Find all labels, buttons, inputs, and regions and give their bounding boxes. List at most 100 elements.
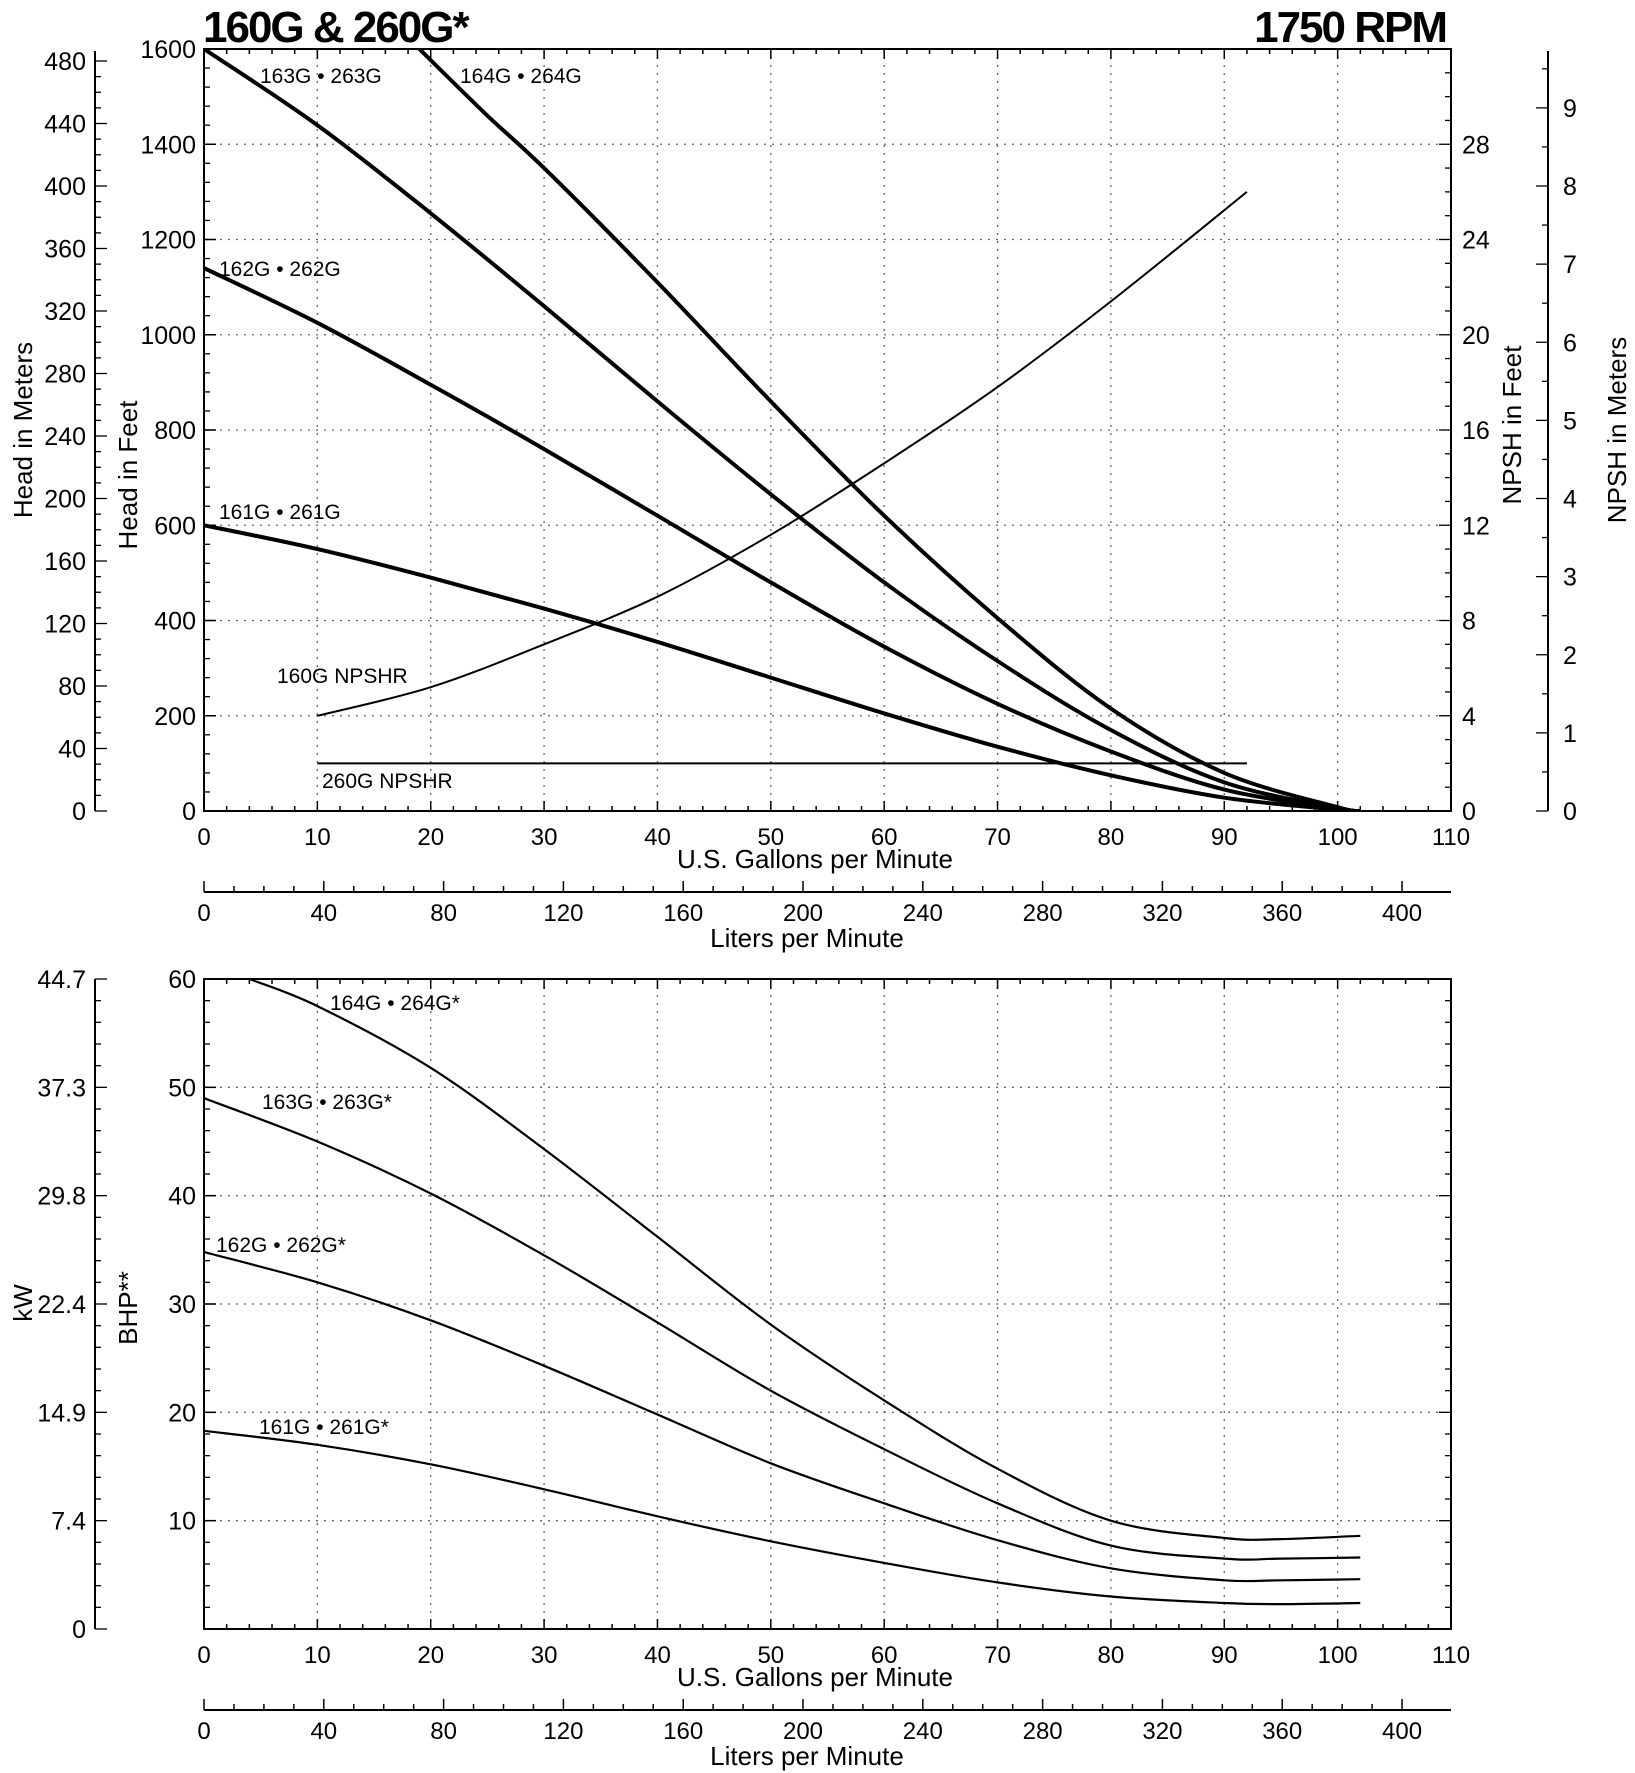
npsh-meters-tick-label: 3 <box>1563 564 1577 592</box>
head-x-tick-label: 110 <box>1432 824 1470 851</box>
power-chart: 10 20 30 40 50 60 0 7.4 14.9 22.4 29.8 37.3 44.7 kW BH… <box>8 966 1470 1771</box>
npsh-feet-axis-title: NPSH in Feet <box>1497 345 1527 505</box>
power-lpm-tick-label: 280 <box>1023 1718 1063 1745</box>
head-chart: 0200400600800100012001400160004812162024… <box>8 36 1632 953</box>
kw-tick-label: 14.9 <box>37 1399 86 1427</box>
head-meters-tick-label: 120 <box>44 611 86 639</box>
kw-tick-label: 44.7 <box>37 966 86 994</box>
head-lpm-axis-title: Liters per Minute <box>710 923 904 953</box>
head-meters-tick-label: 200 <box>44 486 86 514</box>
chart-title-right: 1750 RPM <box>1254 3 1446 52</box>
power-x-tick-label: 60 <box>871 1642 898 1669</box>
head-y-tick-label: 1400 <box>140 131 196 159</box>
head-meters-tick-label: 0 <box>72 798 86 826</box>
head-x-tick-label: 90 <box>1211 824 1238 851</box>
head-x-tick-label: 80 <box>1098 824 1125 851</box>
npsh-meters-tick-label: 5 <box>1563 407 1577 435</box>
head-lpm-tick-label: 360 <box>1262 900 1302 927</box>
power-x-tick-label: 30 <box>531 1642 558 1669</box>
kw-tick-label: 29.8 <box>37 1183 86 1211</box>
head-meters-tick-label: 320 <box>44 298 86 326</box>
power-lpm-tick-label: 200 <box>783 1718 823 1745</box>
head-curve-label: 161G • 261G <box>219 501 341 524</box>
power-curve-label: 161G • 261G* <box>259 1416 389 1439</box>
npsh-meters-tick-label: 1 <box>1563 720 1577 748</box>
power-lpm-tick-label: 0 <box>197 1718 210 1745</box>
head-x-tick-label: 30 <box>531 824 558 851</box>
npsh-feet-tick-label: 24 <box>1462 227 1490 255</box>
head-x-tick-label: 20 <box>417 824 444 851</box>
npsh-meters-tick-label: 9 <box>1563 95 1577 123</box>
head-curve-163g-263g <box>204 49 1361 811</box>
power-y-tick-label: 30 <box>168 1291 196 1319</box>
power-curve-label: 162G • 262G* <box>216 1234 346 1257</box>
power-lpm-tick-label: 240 <box>903 1718 943 1745</box>
power-lpm-tick-label: 360 <box>1262 1718 1302 1745</box>
power-y-tick-label: 50 <box>168 1074 196 1102</box>
head-feet-axis-title: Head in Feet <box>113 400 143 550</box>
head-meters-tick-label: 40 <box>58 736 86 764</box>
power-lpm-tick-label: 80 <box>430 1718 457 1745</box>
head-y-tick-label: 1200 <box>140 227 196 255</box>
head-curve-164g-264g <box>417 49 1361 811</box>
head-x-tick-label: 100 <box>1318 824 1358 851</box>
npsh-feet-tick-label: 8 <box>1462 608 1476 636</box>
head-y-tick-label: 0 <box>182 798 196 826</box>
power-x-tick-label: 40 <box>644 1642 671 1669</box>
power-lpm-tick-label: 400 <box>1382 1718 1422 1745</box>
npsh-feet-tick-label: 16 <box>1462 417 1490 445</box>
head-curve-label: 162G • 262G <box>219 258 341 281</box>
npsh-meters-tick-label: 8 <box>1563 173 1577 201</box>
power-lpm-tick-label: 320 <box>1142 1718 1182 1745</box>
power-x-tick-label: 50 <box>757 1642 784 1669</box>
power-y-tick-label: 20 <box>168 1399 196 1427</box>
head-lpm-tick-label: 0 <box>197 900 210 927</box>
npsh-meters-tick-label: 6 <box>1563 329 1577 357</box>
kw-tick-label: 7.4 <box>51 1508 86 1536</box>
power-curve-161g-261g <box>204 1429 1361 1606</box>
head-meters-tick-label: 400 <box>44 173 86 201</box>
head-lpm-tick-label: 120 <box>543 900 583 927</box>
head-curve-label: 164G • 264G <box>460 65 582 88</box>
kw-axis-title: kW <box>8 1284 38 1322</box>
power-x-axis-title: U.S. Gallons per Minute <box>677 1662 953 1692</box>
head-lpm-tick-label: 320 <box>1142 900 1182 927</box>
head-y-tick-label: 200 <box>154 703 196 731</box>
head-x-tick-label: 60 <box>871 824 898 851</box>
npsh-feet-tick-label: 28 <box>1462 131 1490 159</box>
head-meters-tick-label: 480 <box>44 48 86 76</box>
power-x-tick-label: 80 <box>1098 1642 1125 1669</box>
npsh-meters-tick-label: 0 <box>1563 798 1577 826</box>
head-curve-161g-261g <box>204 523 1361 811</box>
power-plot-frame <box>203 978 1452 1630</box>
head-x-tick-label: 40 <box>644 824 671 851</box>
head-meters-tick-label: 80 <box>58 673 86 701</box>
power-x-tick-label: 10 <box>304 1642 331 1669</box>
power-x-tick-label: 90 <box>1211 1642 1238 1669</box>
head-meters-tick-label: 280 <box>44 361 86 389</box>
npsh-feet-tick-label: 0 <box>1462 798 1476 826</box>
npsh-meters-axis-title: NPSH in Meters <box>1602 337 1632 523</box>
head-meters-tick-label: 440 <box>44 111 86 139</box>
head-x-tick-label: 50 <box>757 824 784 851</box>
npsh-feet-tick-label: 4 <box>1462 703 1476 731</box>
bhp-axis-title: BHP** <box>113 1271 143 1345</box>
head-x-tick-label: 0 <box>197 824 210 851</box>
power-y-tick-label: 40 <box>168 1183 196 1211</box>
head-y-tick-label: 1600 <box>140 36 196 64</box>
head-y-tick-label: 1000 <box>140 322 196 350</box>
npsh-feet-tick-label: 20 <box>1462 322 1490 350</box>
head-curve-label: 260G NPSHR <box>322 770 453 793</box>
head-lpm-tick-label: 200 <box>783 900 823 927</box>
kw-tick-label: 22.4 <box>37 1291 86 1319</box>
head-meters-tick-label: 360 <box>44 236 86 264</box>
head-x-tick-label: 70 <box>984 824 1011 851</box>
power-lpm-tick-label: 120 <box>543 1718 583 1745</box>
power-curve-164g-264g <box>248 979 1361 1541</box>
power-x-tick-label: 110 <box>1432 1642 1470 1669</box>
power-curve-label: 163G • 263G* <box>262 1091 392 1114</box>
head-curve-160g-npshr <box>317 191 1248 717</box>
head-lpm-tick-label: 160 <box>663 900 703 927</box>
npsh-meters-tick-label: 2 <box>1563 642 1577 670</box>
